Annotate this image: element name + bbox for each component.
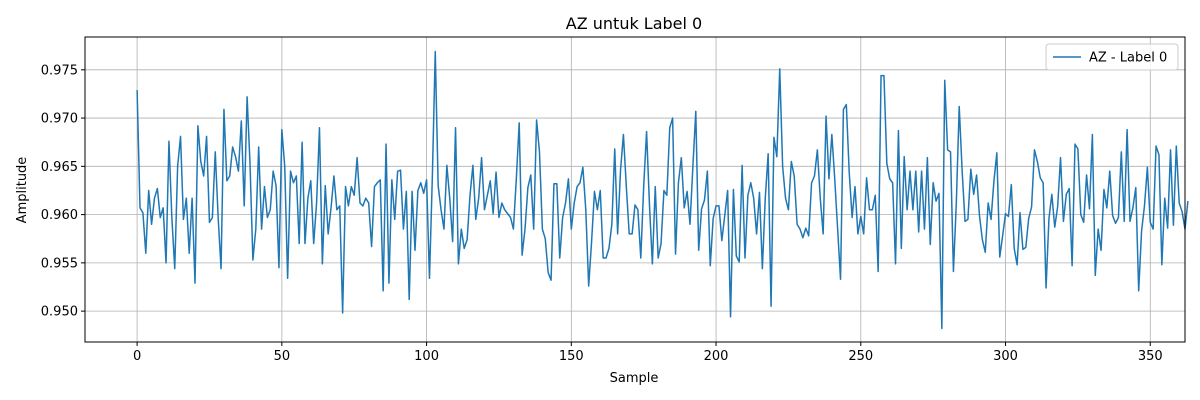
- legend-box: [1045, 43, 1179, 71]
- y-tick-label: 0.955: [41, 256, 78, 271]
- x-tick-label: 350: [1138, 349, 1163, 364]
- chart-title: AZ untuk Label 0: [566, 14, 702, 33]
- y-axis-label: Amplitude: [15, 157, 30, 224]
- x-tick-label: 300: [993, 349, 1018, 364]
- y-tick-label: 0.975: [41, 63, 78, 78]
- legend-label: AZ - Label 0: [1089, 51, 1167, 66]
- y-axis-ticks: 0.950 0.955 0.960 0.965 0.970 0.975: [41, 63, 85, 320]
- x-tick-label: 200: [704, 349, 729, 364]
- x-tick-label: 250: [848, 349, 873, 364]
- series-line: [136, 50, 1189, 330]
- x-axis-label: Sample: [610, 371, 659, 386]
- x-tick-label: 150: [559, 349, 584, 364]
- plot-frame: [84, 36, 1186, 343]
- y-tick-label: 0.970: [41, 112, 78, 127]
- y-tick-label: 0.960: [41, 208, 78, 223]
- x-tick-label: 50: [274, 349, 291, 364]
- legend: AZ - Label 0: [1045, 43, 1179, 71]
- y-tick-label: 0.950: [41, 305, 78, 320]
- x-tick-label: 0: [133, 349, 141, 364]
- x-tick-label: 100: [414, 349, 439, 364]
- x-axis-ticks: 0 50 100 150 200 250 300 350: [133, 342, 1163, 364]
- y-tick-label: 0.965: [41, 160, 78, 175]
